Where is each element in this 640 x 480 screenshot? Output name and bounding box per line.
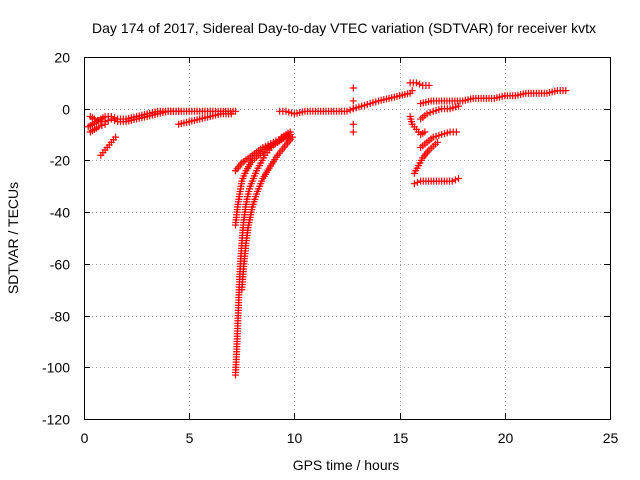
y-tick-label: -100 — [42, 360, 70, 376]
data-point — [412, 79, 420, 87]
x-tick-label: 15 — [393, 430, 409, 446]
x-tick-label: 20 — [498, 430, 514, 446]
x-axis-label: GPS time / hours — [293, 457, 400, 473]
plot-frame — [84, 57, 611, 420]
y-axis-label: SDTVAR / TECUs — [5, 182, 21, 294]
data-point — [413, 178, 421, 186]
data-point — [423, 110, 431, 118]
data-point — [112, 133, 120, 141]
y-tick-label: 20 — [54, 50, 70, 66]
y-tick-label: -120 — [42, 412, 70, 428]
data-point — [346, 106, 354, 114]
y-tick-label: -60 — [50, 257, 70, 273]
data-point — [425, 81, 433, 89]
data-point — [349, 84, 357, 92]
x-tick-label: 25 — [603, 430, 619, 446]
data-point — [343, 107, 351, 115]
chart-title: Day 174 of 2017, Sidereal Day-to-day VTE… — [92, 20, 596, 36]
x-tick-labels: 0 5 10 15 20 25 — [81, 430, 619, 446]
data-point — [416, 80, 424, 88]
data-point — [408, 87, 416, 95]
data-point — [349, 97, 357, 105]
data-point — [562, 87, 570, 95]
data-point — [107, 115, 115, 123]
data-point — [433, 138, 441, 146]
data-point — [101, 120, 109, 128]
data-point — [283, 132, 291, 140]
data-point — [448, 177, 456, 185]
data-point — [451, 176, 459, 184]
data-point — [95, 123, 103, 131]
data-point — [286, 131, 294, 139]
y-tick-label: -20 — [50, 153, 70, 169]
data-point — [426, 109, 434, 117]
data-point — [227, 110, 235, 118]
data-points — [84, 79, 570, 379]
data-point — [175, 107, 183, 115]
data-point — [231, 107, 239, 115]
y-tick-label: -80 — [50, 309, 70, 325]
tick-layer — [84, 57, 611, 420]
data-point — [111, 116, 119, 124]
data-point — [410, 180, 418, 188]
y-tick-labels: 20 0 -20 -40 -60 -80 -100 -120 — [42, 50, 70, 428]
x-tick-label: 10 — [287, 430, 303, 446]
y-tick-label: -40 — [50, 205, 70, 221]
data-point — [349, 128, 357, 136]
data-point — [94, 116, 102, 124]
y-tick-label: 0 — [62, 102, 70, 118]
x-tick-label: 5 — [186, 430, 194, 446]
x-tick-label: 0 — [81, 430, 89, 446]
data-point — [104, 116, 112, 124]
data-point — [455, 175, 463, 183]
data-point — [421, 128, 429, 136]
data-point — [349, 120, 357, 128]
data-point — [455, 102, 463, 110]
data-point — [280, 133, 288, 141]
data-point — [91, 115, 99, 123]
data-point — [98, 122, 106, 130]
data-point — [452, 128, 460, 136]
